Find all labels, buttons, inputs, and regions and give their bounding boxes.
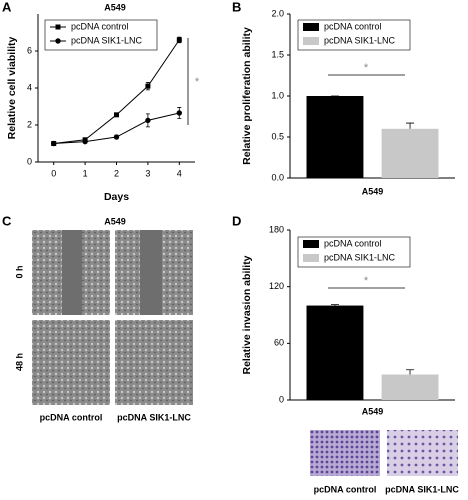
y-axis-label: Relative cell viability [6, 36, 18, 139]
bar [306, 96, 364, 178]
bar [306, 305, 364, 400]
y-tick-label: 1.5 [271, 49, 284, 59]
y-tick-label: 2 [27, 119, 32, 129]
y-tick-label: 0.0 [271, 172, 284, 182]
y-tick-label: 2.0 [271, 8, 284, 18]
legend-marker [55, 24, 61, 30]
error-bar [406, 122, 415, 129]
image [310, 430, 380, 476]
y-tick-label: 6 [27, 45, 32, 55]
legend-swatch [303, 37, 319, 45]
image [115, 320, 193, 405]
y-tick-label: 1.0 [271, 90, 284, 100]
significance-mark: * [364, 62, 369, 74]
legend-swatch [303, 254, 319, 262]
x-tick-label: A549 [362, 406, 384, 416]
x-tick-label: 4 [177, 168, 182, 178]
bar [381, 374, 439, 400]
row-label: 48 h [14, 353, 24, 371]
panel-letter: B [232, 0, 241, 14]
column-label: pcDNA control [40, 412, 103, 422]
y-axis-label: Relative proliferation ability [241, 27, 253, 165]
bar [381, 128, 439, 178]
error-bar [330, 304, 339, 306]
data-point [176, 37, 182, 43]
legend-label: pcDNA SIK1-LNC [71, 35, 143, 45]
column-label: pcDNA SIK1-LNC [385, 484, 459, 494]
legend-box [297, 236, 411, 268]
y-tick-label: 0 [279, 394, 284, 404]
data-point [113, 134, 120, 140]
scratch [140, 230, 162, 315]
data-point [114, 112, 119, 118]
y-axis-label: Relative invasion ability [241, 255, 253, 374]
x-tick-label: A549 [362, 186, 384, 196]
panel-letter: A [2, 0, 12, 14]
data-point [145, 83, 151, 89]
row-label: 0 h [14, 265, 24, 278]
y-tick-label: 0 [27, 156, 32, 166]
x-tick-label: 3 [145, 168, 150, 178]
legend-label: pcDNA SIK1-LNC [324, 252, 396, 262]
y-tick-label: 60 [274, 338, 284, 348]
legend-label: pcDNA SIK1-LNC [324, 35, 396, 45]
x-tick-label: 0 [51, 168, 56, 178]
data-point [145, 117, 151, 124]
series-line [53, 39, 180, 144]
y-tick-label: 180 [269, 224, 284, 234]
wound-images [32, 230, 193, 405]
column-label: pcDNA SIK1-LNC [117, 412, 191, 422]
y-tick-label: 120 [269, 281, 284, 291]
y-tick-label: 0.5 [271, 131, 284, 141]
significance-mark: * [364, 275, 369, 287]
column-label: pcDNA control [314, 484, 377, 494]
x-tick-label: 2 [114, 168, 119, 178]
image [32, 320, 110, 405]
image [387, 430, 458, 476]
significance-mark: * [195, 76, 200, 88]
legend-box [297, 19, 411, 51]
x-axis-label: Days [104, 191, 129, 203]
panel-title: A549 [104, 216, 126, 226]
panel-letter: D [232, 213, 241, 228]
chart-title: A549 [104, 2, 126, 12]
data-point [82, 138, 88, 145]
legend-label: pcDNA control [324, 21, 382, 31]
x-tick-label: 1 [83, 168, 88, 178]
legend-label: pcDNA control [71, 21, 129, 31]
legend-swatch [303, 240, 319, 248]
scratch [62, 230, 82, 315]
error-bar [406, 369, 415, 375]
legend-box [44, 19, 158, 51]
legend-label: pcDNA control [324, 238, 382, 248]
legend-swatch [303, 23, 319, 31]
legend-marker [55, 38, 61, 44]
y-tick-label: 4 [27, 82, 32, 92]
data-point [176, 110, 182, 116]
panel-letter: C [2, 213, 12, 228]
data-point [51, 140, 57, 147]
